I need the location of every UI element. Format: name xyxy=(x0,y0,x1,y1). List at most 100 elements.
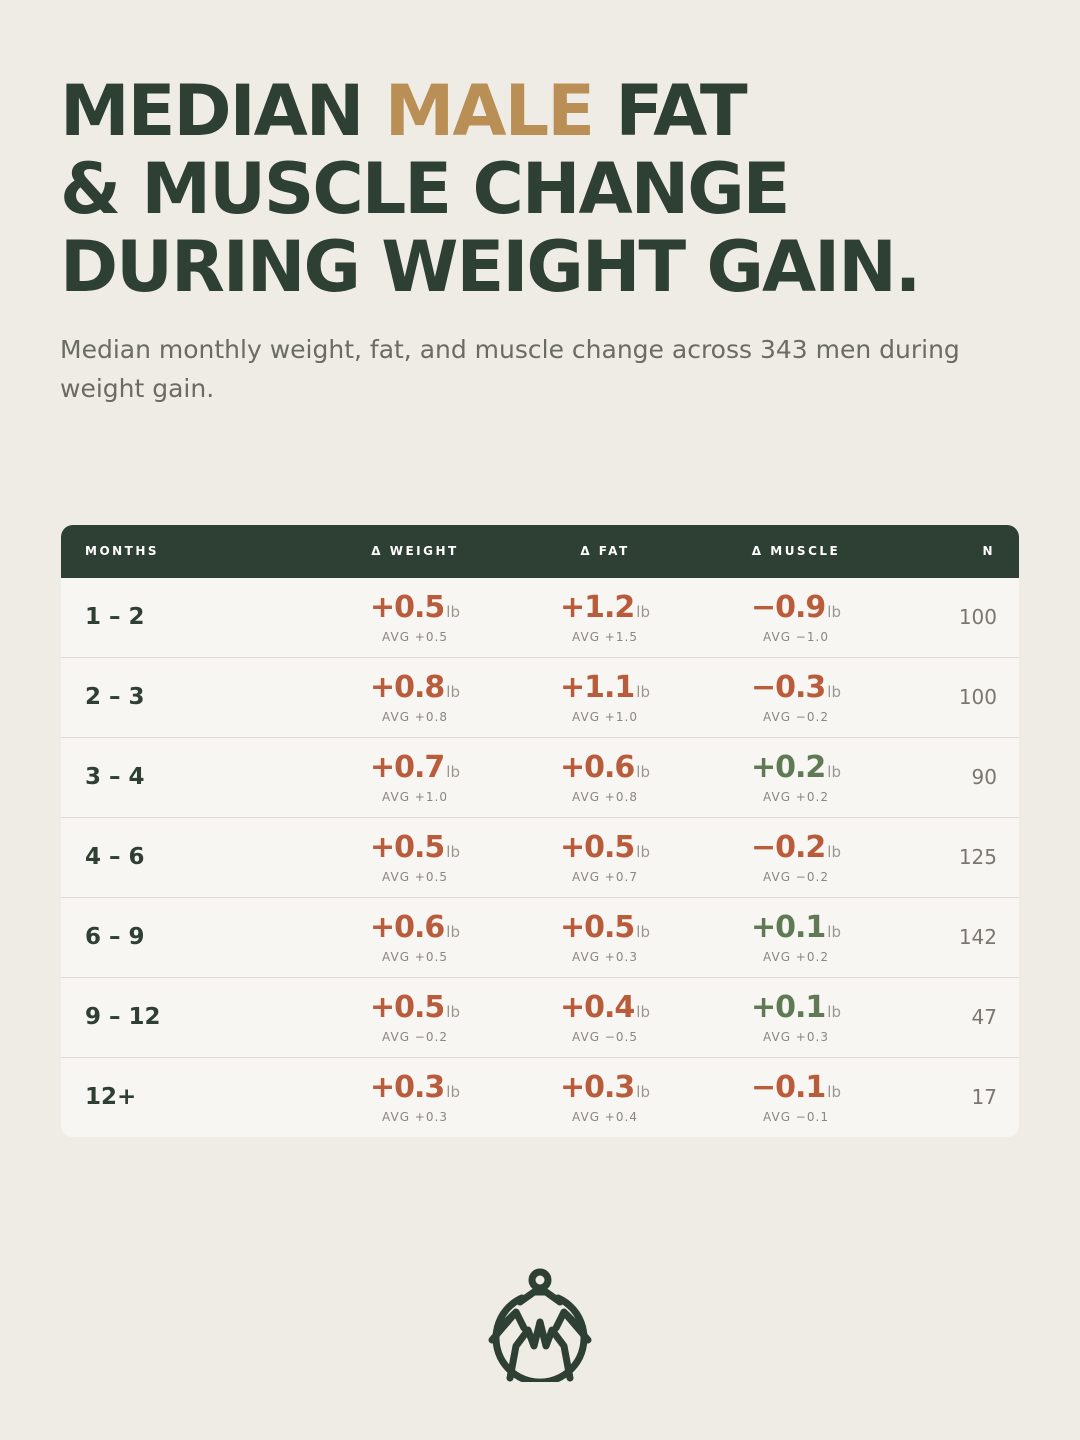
weight-value-line: +0.8 lb xyxy=(315,670,515,706)
fat-avg: AVG +0.3 xyxy=(572,950,638,964)
unit-label: lb xyxy=(827,763,841,781)
unit-label: lb xyxy=(636,1003,650,1021)
weight-value: +0.5 xyxy=(370,590,445,625)
unit-label: lb xyxy=(827,683,841,701)
fat-avg: AVG −0.5 xyxy=(572,1030,638,1044)
header-fat-label: Δ FAT xyxy=(580,544,630,558)
weight-avg: AVG +0.5 xyxy=(382,870,448,884)
fat-avg: AVG +0.4 xyxy=(572,1110,638,1124)
table-body: 1 – 2 +0.5 lb AVG +0.5 +1.2 lb AVG +1.5 −0.9 lb A… xyxy=(61,578,1019,1137)
muscle-value-line: −0.9 lb xyxy=(696,590,896,626)
unit-label: lb xyxy=(827,923,841,941)
n-cell: 90 xyxy=(971,765,997,789)
fat-value-line: +0.5 lb xyxy=(505,910,705,946)
weight-value: +0.7 xyxy=(370,750,445,785)
fat-value-line: +0.4 lb xyxy=(505,990,705,1026)
header-weight-label: Δ WEIGHT xyxy=(371,544,459,558)
weight-avg: AVG +0.8 xyxy=(382,710,448,724)
muscle-avg: AVG +0.3 xyxy=(763,1030,829,1044)
unit-label: lb xyxy=(827,843,841,861)
unit-label: lb xyxy=(827,1083,841,1101)
muscle-avg: AVG −1.0 xyxy=(763,630,829,644)
months-cell: 12+ xyxy=(85,1084,137,1110)
muscle-value: −0.9 xyxy=(751,590,826,625)
unit-label: lb xyxy=(636,923,650,941)
weight-avg: AVG +0.3 xyxy=(382,1110,448,1124)
n-cell: 100 xyxy=(958,605,997,629)
title-text: FAT xyxy=(593,70,747,152)
muscle-avg: AVG +0.2 xyxy=(763,790,829,804)
fat-value: +1.1 xyxy=(560,670,635,705)
fat-value-line: +0.5 lb xyxy=(505,830,705,866)
fat-value: +0.3 xyxy=(560,1070,635,1105)
fat-avg: AVG +1.5 xyxy=(572,630,638,644)
unit-label: lb xyxy=(636,843,650,861)
months-cell: 2 – 3 xyxy=(85,684,145,710)
weight-value: +0.5 xyxy=(370,830,445,865)
table-row: 12+ +0.3 lb AVG +0.3 +0.3 lb AVG +0.4 −0.1 lb AVG… xyxy=(61,1058,1019,1137)
fat-value-line: +1.2 lb xyxy=(505,590,705,626)
title-text: MEDIAN xyxy=(60,70,385,152)
muscle-avg: AVG +0.2 xyxy=(763,950,829,964)
muscle-value-line: −0.1 lb xyxy=(696,1070,896,1106)
fat-value-line: +0.6 lb xyxy=(505,750,705,786)
unit-label: lb xyxy=(446,683,460,701)
muscle-value: −0.2 xyxy=(751,830,826,865)
table-row: 1 – 2 +0.5 lb AVG +0.5 +1.2 lb AVG +1.5 −0.9 lb A… xyxy=(61,578,1019,658)
weight-avg: AVG −0.2 xyxy=(382,1030,448,1044)
fat-value: +0.4 xyxy=(560,990,635,1025)
fat-avg: AVG +0.8 xyxy=(572,790,638,804)
fat-avg: AVG +0.7 xyxy=(572,870,638,884)
n-cell: 142 xyxy=(958,925,997,949)
weight-value-line: +0.5 lb xyxy=(315,990,515,1026)
weight-avg: AVG +1.0 xyxy=(382,790,448,804)
header-n: N xyxy=(982,544,995,558)
fat-value: +0.5 xyxy=(560,910,635,945)
weight-value: +0.3 xyxy=(370,1070,445,1105)
unit-label: lb xyxy=(446,923,460,941)
muscle-avg: AVG −0.2 xyxy=(763,710,829,724)
weight-value: +0.8 xyxy=(370,670,445,705)
muscle-value: −0.3 xyxy=(751,670,826,705)
unit-label: lb xyxy=(636,763,650,781)
muscle-value-line: −0.3 lb xyxy=(696,670,896,706)
weight-value: +0.6 xyxy=(370,910,445,945)
unit-label: lb xyxy=(827,603,841,621)
weight-value-line: +0.7 lb xyxy=(315,750,515,786)
page-title: MEDIAN MALE FAT & MUSCLE CHANGE DURING W… xyxy=(60,72,1020,306)
title-line-2: & MUSCLE CHANGE xyxy=(60,148,790,230)
title-line-3: DURING WEIGHT GAIN. xyxy=(60,226,921,308)
fat-avg: AVG +1.0 xyxy=(572,710,638,724)
weight-value-line: +0.6 lb xyxy=(315,910,515,946)
weight-value-line: +0.3 lb xyxy=(315,1070,515,1106)
months-cell: 6 – 9 xyxy=(85,924,145,950)
unit-label: lb xyxy=(446,763,460,781)
muscle-avg: AVG −0.1 xyxy=(763,1110,829,1124)
table-row: 2 – 3 +0.8 lb AVG +0.8 +1.1 lb AVG +1.0 −0.3 lb A… xyxy=(61,658,1019,738)
n-cell: 100 xyxy=(958,685,997,709)
weight-value: +0.5 xyxy=(370,990,445,1025)
fat-value: +1.2 xyxy=(560,590,635,625)
weight-value-line: +0.5 lb xyxy=(315,830,515,866)
unit-label: lb xyxy=(636,683,650,701)
unit-label: lb xyxy=(446,1003,460,1021)
fat-value: +0.6 xyxy=(560,750,635,785)
weight-avg: AVG +0.5 xyxy=(382,630,448,644)
table-row: 6 – 9 +0.6 lb AVG +0.5 +0.5 lb AVG +0.3 +0.1 lb A… xyxy=(61,898,1019,978)
title-accent-word: MALE xyxy=(384,70,595,152)
n-cell: 125 xyxy=(958,845,997,869)
muscle-value: +0.2 xyxy=(751,750,826,785)
unit-label: lb xyxy=(827,1003,841,1021)
fat-value: +0.5 xyxy=(560,830,635,865)
n-cell: 17 xyxy=(971,1085,997,1109)
title-line-1: MEDIAN MALE FAT xyxy=(60,72,1020,150)
muscle-value: +0.1 xyxy=(751,990,826,1025)
muscle-value: +0.1 xyxy=(751,910,826,945)
unit-label: lb xyxy=(446,603,460,621)
fat-value-line: +1.1 lb xyxy=(505,670,705,706)
months-cell: 9 – 12 xyxy=(85,1004,161,1030)
months-cell: 3 – 4 xyxy=(85,764,145,790)
muscle-avg: AVG −0.2 xyxy=(763,870,829,884)
table-header: MONTHS Δ WEIGHT Δ FAT Δ MUSCLE N xyxy=(61,525,1019,578)
data-table: MONTHS Δ WEIGHT Δ FAT Δ MUSCLE N 1 – 2 +0… xyxy=(61,525,1019,1137)
